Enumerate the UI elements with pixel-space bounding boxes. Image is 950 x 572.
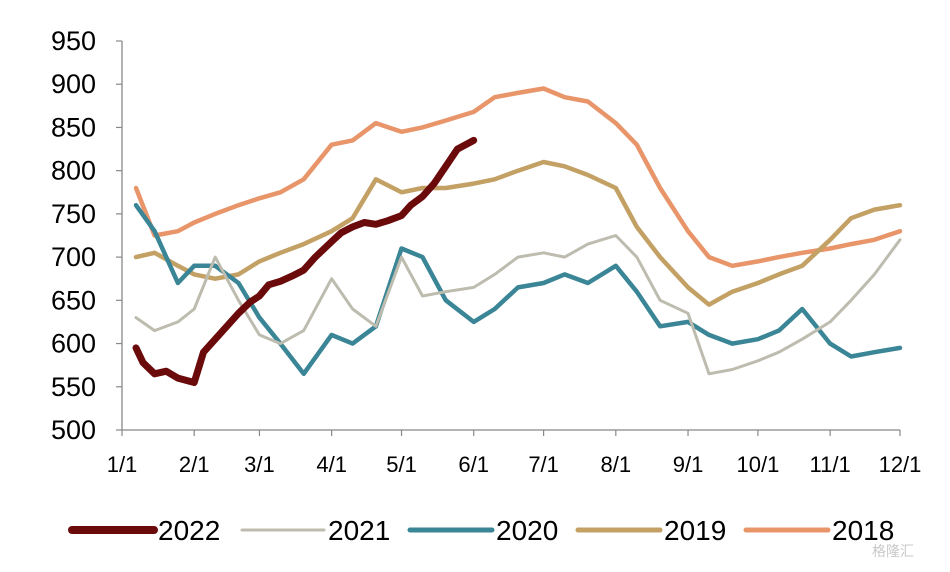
x-tick-label: 4/1	[316, 452, 347, 477]
x-tick-label: 2/1	[179, 452, 210, 477]
x-tick-label: 12/1	[879, 452, 922, 477]
plot-area	[132, 86, 903, 386]
x-tick-label: 3/1	[244, 452, 275, 477]
legend-label-2018: 2018	[832, 515, 894, 546]
legend-label-2021: 2021	[328, 515, 390, 546]
series-2021	[134, 234, 902, 376]
watermark-logo: 格隆汇	[872, 544, 914, 560]
series-2019	[133, 159, 903, 307]
series-line-2022	[132, 136, 478, 386]
x-tick-labels: 1/1 2/1 3/1 4/1 5/1 6/1 7/1 8/1 9/1 10/1 11/1 12/1	[107, 452, 922, 477]
series-2022	[132, 136, 478, 386]
axes	[116, 40, 901, 436]
y-tick-label: 700	[51, 242, 96, 272]
series-2018	[133, 86, 903, 269]
x-tick-label: 5/1	[386, 452, 417, 477]
series-line-2019	[133, 159, 903, 307]
legend-label-2020: 2020	[496, 515, 558, 546]
legend-label-2022: 2022	[158, 515, 220, 546]
x-tick-label: 7/1	[528, 452, 559, 477]
y-tick-label: 500	[51, 415, 96, 445]
x-tick-label: 8/1	[601, 452, 632, 477]
y-tick-label: 600	[51, 329, 96, 359]
series-line-2021	[134, 234, 902, 376]
x-tick-label: 10/1	[736, 452, 779, 477]
y-tick-label: 900	[51, 69, 96, 99]
legend: 2022 2021 2020 2019 2018	[68, 515, 894, 546]
y-tick-label: 650	[51, 285, 96, 315]
x-tick-label: 6/1	[458, 452, 489, 477]
legend-label-2019: 2019	[664, 515, 726, 546]
y-tick-label: 800	[51, 156, 96, 186]
y-tick-label: 550	[51, 372, 96, 402]
x-tick-label: 9/1	[673, 452, 704, 477]
y-tick-label: 850	[51, 112, 96, 142]
x-tick-label: 1/1	[107, 452, 138, 477]
y-tick-label: 950	[51, 26, 96, 56]
series-line-2018	[133, 86, 903, 269]
y-tick-labels: 500 550 600 650 700 750 800 850 900 950	[51, 26, 96, 445]
y-tick-label: 750	[51, 199, 96, 229]
x-tick-label: 11/1	[810, 452, 851, 477]
